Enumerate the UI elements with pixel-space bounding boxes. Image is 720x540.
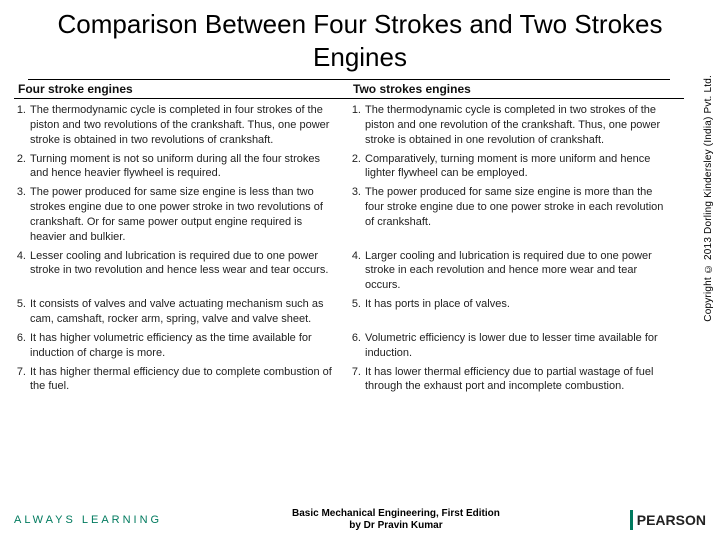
column-header-left: Four stroke engines xyxy=(14,82,349,96)
cell-text: Larger cooling and lubrication is requir… xyxy=(365,249,674,294)
table-row: 6.It has higher volumetric efficiency as… xyxy=(14,329,684,363)
table-row: 7.It has higher thermal efficiency due t… xyxy=(14,363,684,397)
cell-text: It consists of valves and valve actuatin… xyxy=(30,297,339,327)
brand-logo: PEARSON xyxy=(630,510,706,530)
row-number: 7. xyxy=(14,365,30,395)
table-row: 3.The power produced for same size engin… xyxy=(14,183,684,246)
cell-text: The power produced for same size engine … xyxy=(365,185,674,244)
cell-text: The power produced for same size engine … xyxy=(30,185,339,244)
column-header-right: Two strokes engines xyxy=(349,82,684,96)
cell-text: Comparatively, turning moment is more un… xyxy=(365,152,674,182)
row-number: 2. xyxy=(14,152,30,182)
cell-right: 4.Larger cooling and lubrication is requ… xyxy=(349,249,684,294)
book-author: by Dr Pravin Kumar xyxy=(292,520,500,532)
cell-text: Turning moment is not so uniform during … xyxy=(30,152,339,182)
cell-left: 2.Turning moment is not so uniform durin… xyxy=(14,152,349,182)
cell-right: 7.It has lower thermal efficiency due to… xyxy=(349,365,684,395)
book-title: Basic Mechanical Engineering, First Edit… xyxy=(292,508,500,520)
table-row: 2.Turning moment is not so uniform durin… xyxy=(14,150,684,184)
cell-text: It has higher volumetric efficiency as t… xyxy=(30,331,339,361)
cell-right: 2.Comparatively, turning moment is more … xyxy=(349,152,684,182)
footer-center: Basic Mechanical Engineering, First Edit… xyxy=(292,508,500,532)
table-header-row: Four stroke engines Two strokes engines xyxy=(14,80,684,99)
row-number: 1. xyxy=(14,103,30,148)
cell-text: Volumetric efficiency is lower due to le… xyxy=(365,331,674,361)
footer-bar: ALWAYS LEARNING Basic Mechanical Enginee… xyxy=(0,500,720,540)
cell-left: 4.Lesser cooling and lubrication is requ… xyxy=(14,249,349,294)
row-number: 6. xyxy=(14,331,30,361)
cell-right: 3.The power produced for same size engin… xyxy=(349,185,684,244)
table-row: 5.It consists of valves and valve actuat… xyxy=(14,295,684,329)
cell-text: Lesser cooling and lubrication is requir… xyxy=(30,249,339,294)
row-number: 5. xyxy=(14,297,30,327)
row-number: 6. xyxy=(349,331,365,361)
row-number: 3. xyxy=(14,185,30,244)
cell-text: It has higher thermal efficiency due to … xyxy=(30,365,339,395)
row-number: 4. xyxy=(349,249,365,294)
brand-text: PEARSON xyxy=(637,512,706,528)
cell-left: 5.It consists of valves and valve actuat… xyxy=(14,297,349,327)
row-number: 3. xyxy=(349,185,365,244)
row-number: 5. xyxy=(349,297,365,327)
cell-left: 3.The power produced for same size engin… xyxy=(14,185,349,244)
cell-right: 6.Volumetric efficiency is lower due to … xyxy=(349,331,684,361)
comparison-table: Four stroke engines Two strokes engines … xyxy=(0,79,720,396)
cell-text: The thermodynamic cycle is completed in … xyxy=(30,103,339,148)
cell-text: It has lower thermal efficiency due to p… xyxy=(365,365,674,395)
tagline: ALWAYS LEARNING xyxy=(14,514,162,526)
row-number: 1. xyxy=(349,103,365,148)
cell-left: 7.It has higher thermal efficiency due t… xyxy=(14,365,349,395)
cell-left: 1.The thermodynamic cycle is completed i… xyxy=(14,103,349,148)
cell-text: It has ports in place of valves. xyxy=(365,297,674,327)
cell-left: 6.It has higher volumetric efficiency as… xyxy=(14,331,349,361)
cell-right: 1.The thermodynamic cycle is completed i… xyxy=(349,103,684,148)
table-row: 1.The thermodynamic cycle is completed i… xyxy=(14,101,684,150)
row-number: 4. xyxy=(14,249,30,294)
brand-bar-icon xyxy=(630,510,633,530)
row-number: 2. xyxy=(349,152,365,182)
cell-text: The thermodynamic cycle is completed in … xyxy=(365,103,674,148)
slide-title: Comparison Between Four Strokes and Two … xyxy=(0,0,720,77)
copyright-text: Copyright © 2013 Dorling Kindersley (Ind… xyxy=(703,75,714,322)
table-row: 4.Lesser cooling and lubrication is requ… xyxy=(14,247,684,296)
row-number: 7. xyxy=(349,365,365,395)
cell-right: 5.It has ports in place of valves. xyxy=(349,297,684,327)
